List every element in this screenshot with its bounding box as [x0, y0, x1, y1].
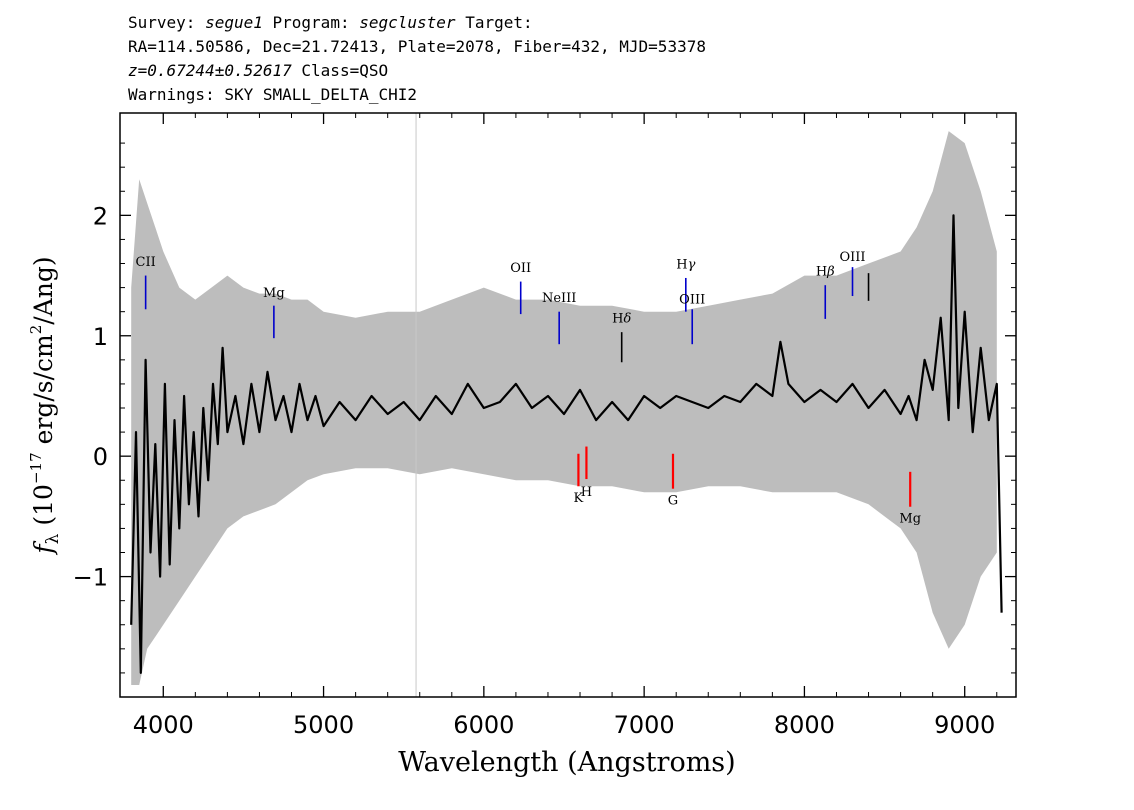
error-band-area — [131, 131, 997, 686]
annotation-label: CII — [136, 255, 156, 270]
y-tick-label: 1 — [93, 323, 108, 351]
annotation-label: Hδ — [612, 312, 631, 327]
flux-line — [130, 214, 1003, 675]
x-tick-label: 7000 — [614, 711, 675, 739]
header-line-1: Survey: segue1 Program: segcluster Targe… — [128, 12, 533, 34]
annotation-label: Mg — [263, 286, 285, 301]
annotation-label: Hγ — [676, 257, 695, 272]
x-axis-title: Wavelength (Angstroms) — [398, 747, 735, 778]
x-tick-label: 4000 — [133, 711, 194, 739]
x-tick-label: 8000 — [774, 711, 835, 739]
class-value: Class=QSO — [301, 61, 389, 80]
annotation-label: Hβ — [816, 265, 835, 280]
y-tick-label: 2 — [93, 202, 108, 230]
survey-value: segue1 — [205, 13, 263, 32]
y-tick-label: 0 — [93, 443, 108, 471]
target-label: Target: — [465, 13, 533, 32]
y-axis-title: fλ (10−17 erg/s/cm2/Ang) — [27, 256, 63, 555]
y-tick-label: −1 — [73, 564, 108, 592]
annotation-label: OIII — [679, 292, 705, 307]
x-axis-ticks: 4000 5000 6000 7000 8000 9000 — [133, 113, 998, 739]
x-tick-label: 6000 — [453, 711, 514, 739]
annotation-label: Mg — [899, 511, 921, 526]
annotation-label: OII — [510, 261, 531, 276]
annotation-label: H — [581, 485, 592, 500]
annotation-label: NeIII — [542, 291, 576, 306]
line-annotations: CII Mg OII NeIII Hδ Hγ OIII Hβ OIII KH G Mg — [136, 250, 921, 526]
flux-series — [130, 214, 1003, 675]
survey-label: Survey: — [128, 13, 196, 32]
annotation-label: K — [574, 491, 584, 506]
error-band — [131, 131, 997, 686]
x-tick-label: 9000 — [934, 711, 995, 739]
program-label: Program: — [272, 13, 350, 32]
header-line-4: Warnings: SKY SMALL_DELTA_CHI2 — [128, 85, 417, 104]
x-tick-label: 5000 — [293, 711, 354, 739]
plot-frame — [119, 112, 1017, 698]
redshift-value: z=0.67244±0.52617 — [128, 61, 292, 80]
annotation-label: G — [668, 493, 678, 508]
header-line-3: z=0.67244±0.52617 Class=QSO — [128, 60, 388, 82]
header-line-2: RA=114.50586, Dec=21.72413, Plate=2078, … — [128, 37, 706, 56]
y-axis-ticks: −1 0 1 2 — [73, 142, 1016, 674]
program-value: segcluster — [359, 13, 456, 32]
annotation-label: OIII — [839, 250, 865, 265]
